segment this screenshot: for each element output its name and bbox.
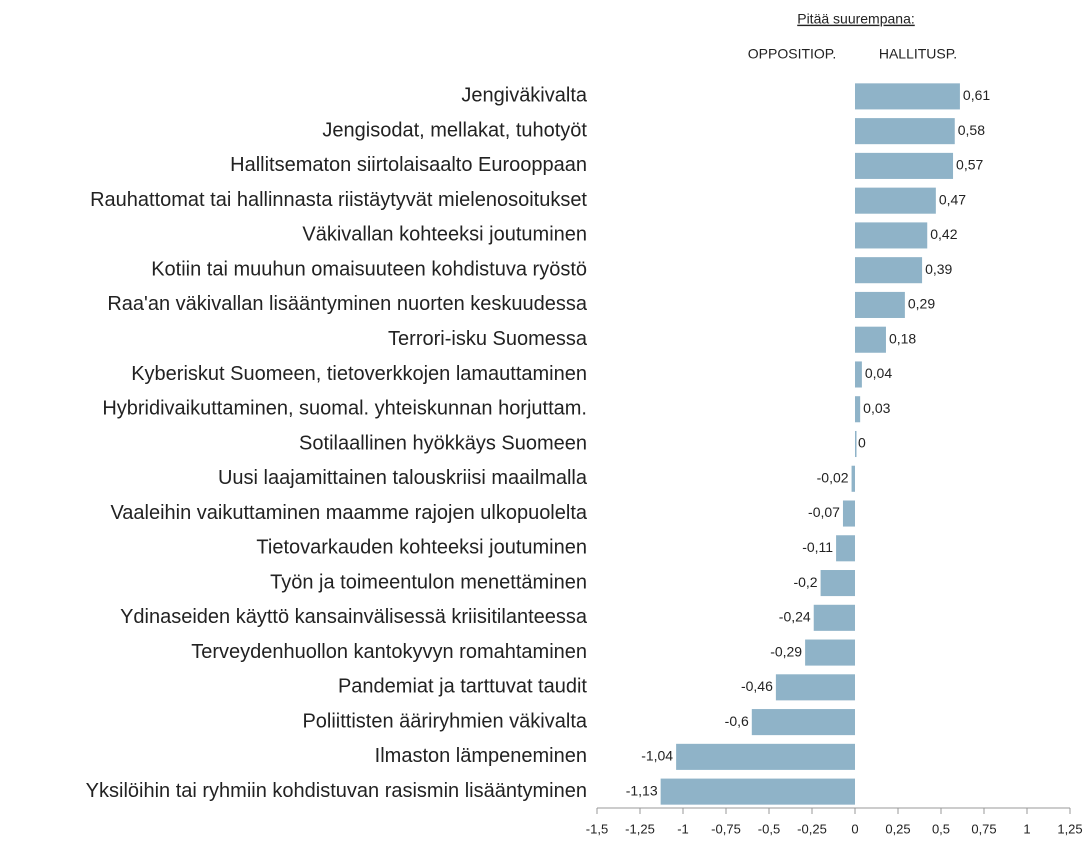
x-tick-label: 0 [851,821,858,836]
category-label: Vaaleihin vaikuttaminen maamme rajojen u… [110,502,587,524]
category-label: Hallitsematon siirtolaisaalto Eurooppaan [230,154,587,176]
category-label: Pandemiat ja tarttuvat taudit [338,676,587,698]
value-label: -0,11 [802,539,833,555]
x-tick-label: 1 [1023,821,1030,836]
bar [855,396,861,423]
category-label: Jengiväkivalta [461,85,588,107]
header: Pitää suurempana: [797,11,915,27]
bar [851,465,855,492]
value-label: 0,18 [889,330,916,346]
value-label: 0,03 [863,400,890,416]
value-label: -0,07 [808,504,840,520]
bar [855,257,923,284]
bar [676,743,855,770]
bar [855,152,954,179]
value-label: 0 [858,435,866,451]
category-label: Tietovarkauden kohteeksi joutuminen [256,537,587,559]
category-label: Kotiin tai muuhun omaisuuteen kohdistuva… [151,258,587,280]
bar [855,291,905,318]
bar [855,430,857,458]
x-tick-label: 1,25 [1057,821,1082,836]
category-label: Yksilöihin tai ryhmiin kohdistuvan rasis… [86,780,587,802]
value-label: -1,04 [641,748,673,764]
value-label: -0,46 [741,678,773,694]
bar [842,500,855,527]
category-label: Hybridivaikuttaminen, suomal. yhteiskunn… [102,398,587,420]
value-label: -0,02 [817,469,849,485]
category-label: Väkivallan kohteeksi joutuminen [302,224,587,246]
bar [855,187,936,214]
value-label: 0,04 [865,365,892,381]
left-side-label: OPPOSITIOP. [748,46,836,62]
bar [813,604,855,631]
value-label: -0,2 [793,574,817,590]
category-label: Kyberiskut Suomeen, tietoverkkojen lamau… [131,363,587,385]
value-label: 0,58 [958,122,985,138]
category-label: Terrori-isku Suomessa [388,328,588,350]
bar [660,778,855,805]
category-label: Rauhattomat tai hallinnasta riistäytyvät… [90,189,587,211]
category-label: Poliittisten ääriryhmien väkivalta [302,710,587,732]
bar [855,83,960,110]
value-label: 0,61 [963,87,990,103]
value-label: 0,42 [930,226,957,242]
bar [820,570,855,597]
x-tick-label: -1,25 [625,821,655,836]
x-tick-label: -1 [677,821,689,836]
value-label: 0,39 [925,261,952,277]
value-label: 0,57 [956,157,983,173]
bar [855,118,955,145]
x-tick-label: 0,75 [971,821,996,836]
category-label: Sotilaallinen hyökkäys Suomeen [299,432,587,454]
category-label: Ilmaston lämpeneminen [375,745,587,767]
x-tick-label: -0,25 [797,821,827,836]
category-label: Raa'an väkivallan lisääntyminen nuorten … [107,293,588,315]
bar [855,326,886,353]
bar [775,674,855,701]
category-label: Jengisodat, mellakat, tuhotyöt [322,119,587,141]
x-tick-label: -0,5 [758,821,780,836]
x-tick-label: 0,5 [932,821,950,836]
value-label: -0,6 [725,713,749,729]
category-label: Ydinaseiden käyttö kansainvälisessä krii… [120,606,588,628]
value-label: -1,13 [626,782,658,798]
bar [805,639,855,666]
x-tick-label: -1,5 [586,821,608,836]
right-side-label: HALLITUSP. [879,46,957,62]
category-label: Uusi laajamittainen talouskriisi maailma… [218,467,588,489]
category-label: Terveydenhuollon kantokyvyn romahtaminen [191,641,587,663]
x-tick-label: 0,25 [885,821,910,836]
value-label: -0,24 [779,609,811,625]
value-label: 0,29 [908,296,935,312]
bar [855,222,928,249]
x-tick-label: -0,75 [711,821,741,836]
bar [836,535,855,562]
category-label: Työn ja toimeentulon menettäminen [270,571,587,593]
bar [855,361,862,388]
bar [751,709,855,736]
value-label: -0,29 [770,643,802,659]
value-label: 0,47 [939,191,966,207]
